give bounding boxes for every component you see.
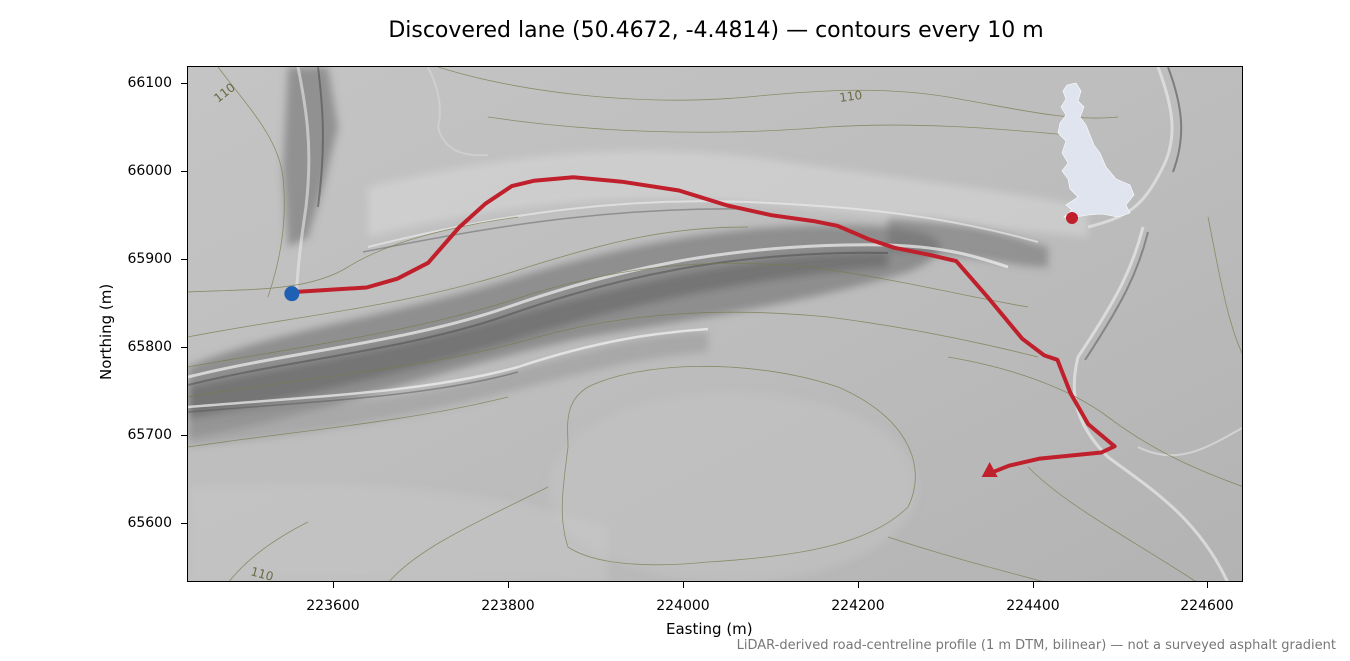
y-axis-label: Northing (m) <box>97 283 115 380</box>
finish-marker[interactable] <box>981 461 998 477</box>
map-plot-area[interactable]: 110 110 110 start finish <box>187 66 1243 582</box>
ytick-label: 65700 <box>127 427 172 443</box>
xtick-mark <box>333 582 334 588</box>
ytick-mark <box>181 171 187 172</box>
ytick-mark <box>181 347 187 348</box>
xtick-label: 224600 <box>1180 598 1234 614</box>
xtick-label: 224000 <box>656 598 710 614</box>
xtick-mark <box>1033 582 1034 588</box>
location-dot-icon <box>1066 212 1078 224</box>
footnote: LiDAR-derived road-centreline profile (1… <box>736 638 1336 653</box>
ytick-mark <box>181 259 187 260</box>
xtick-mark <box>1207 582 1208 588</box>
xtick-mark <box>683 582 684 588</box>
x-axis-label: Easting (m) <box>666 620 753 638</box>
ytick-label: 65800 <box>127 339 172 355</box>
xtick-label: 223800 <box>481 598 535 614</box>
ytick-label: 66000 <box>127 163 172 179</box>
route-line[interactable] <box>294 175 1117 475</box>
map-title: Discovered lane (50.4672, -4.4814) — con… <box>388 18 1044 43</box>
ytick-mark <box>181 435 187 436</box>
xtick-label: 224200 <box>831 598 885 614</box>
xtick-mark <box>858 582 859 588</box>
ytick-mark <box>181 83 187 84</box>
xtick-label: 223600 <box>306 598 360 614</box>
start-marker[interactable] <box>284 286 300 302</box>
ytick-mark <box>181 523 187 524</box>
ytick-label: 65600 <box>127 515 172 531</box>
contour-label-3: 110 <box>249 564 275 582</box>
contour-lines <box>188 67 1242 581</box>
xtick-label: 224400 <box>1006 598 1060 614</box>
terrain-linear-features <box>188 67 1242 581</box>
uk-locator-inset <box>1057 82 1135 224</box>
hillshade-map: 110 110 110 <box>188 67 1242 582</box>
ytick-label: 66100 <box>127 75 172 91</box>
uk-outline-icon <box>1057 82 1135 218</box>
ytick-label: 65900 <box>127 251 172 267</box>
contour-label-2: 110 <box>838 88 863 105</box>
xtick-mark <box>508 582 509 588</box>
